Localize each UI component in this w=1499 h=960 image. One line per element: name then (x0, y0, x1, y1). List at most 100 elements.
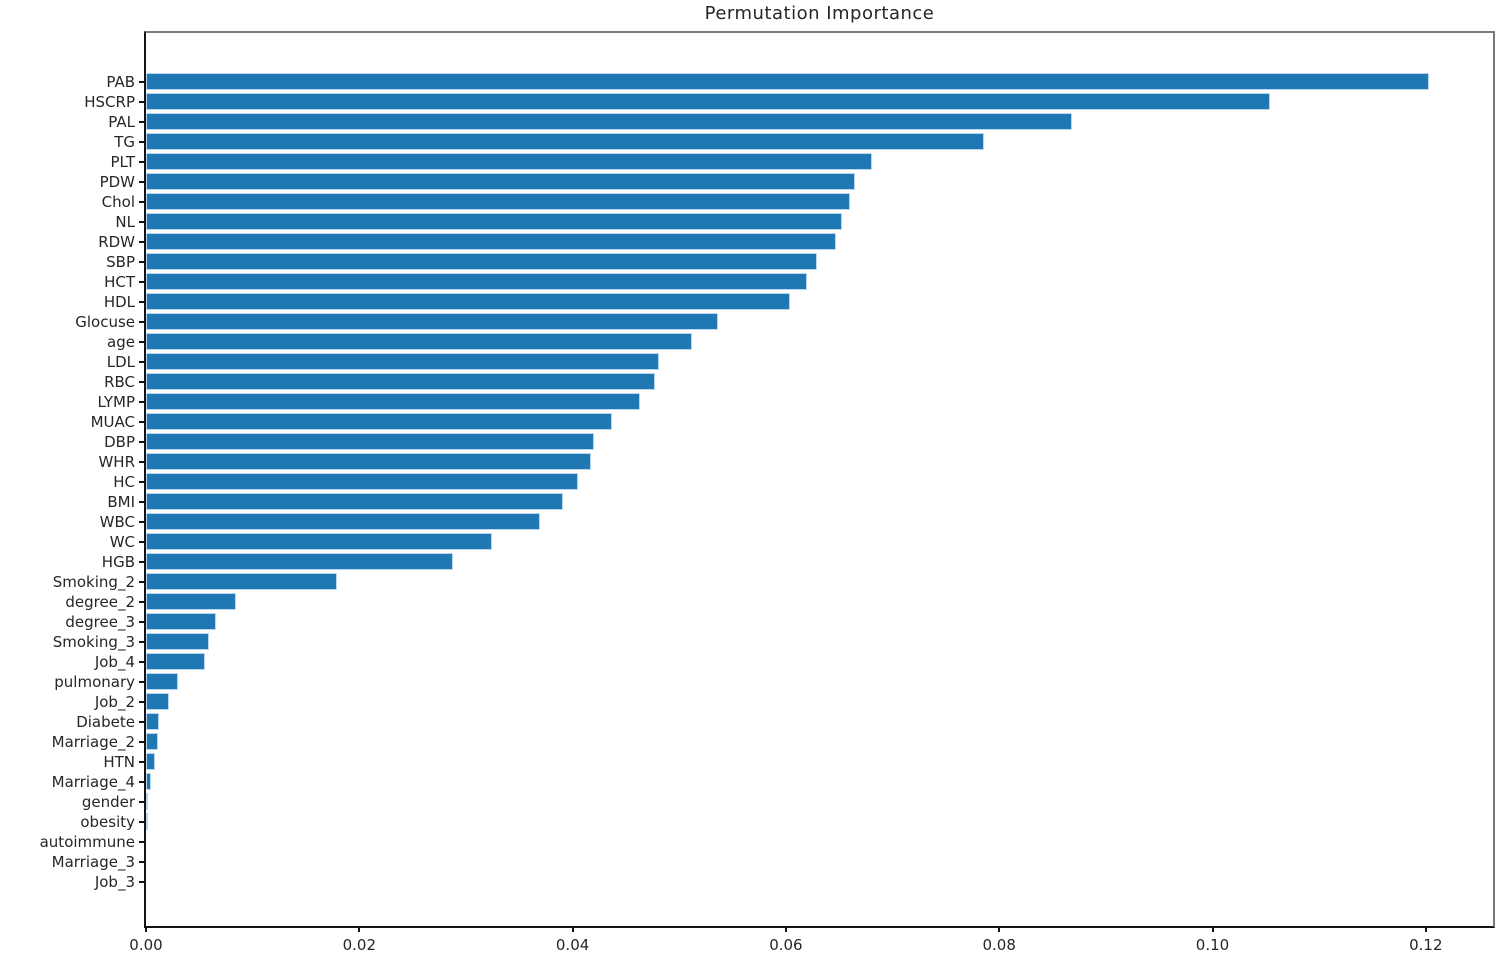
y-tick-label: Marriage_4 (51, 772, 135, 791)
y-tick-mark (139, 820, 146, 823)
y-tick-mark (139, 380, 146, 383)
bar-Job_4 (146, 653, 205, 670)
bar-pulmonary (146, 673, 178, 690)
bar-degree_3 (146, 613, 217, 630)
y-tick-mark (139, 560, 146, 563)
bar-DBP (146, 433, 594, 450)
y-tick-mark (139, 80, 146, 83)
y-tick-label: HGB (101, 552, 135, 571)
bar-SBP (146, 253, 817, 270)
y-tick-mark (139, 220, 146, 223)
x-tick-mark (358, 926, 361, 932)
bar-WC (146, 533, 492, 550)
y-tick-mark (139, 480, 146, 483)
y-tick-label: WC (109, 532, 135, 551)
y-tick-mark (139, 300, 146, 303)
y-tick-mark (139, 860, 146, 863)
x-tick-mark (571, 926, 574, 932)
y-tick-label: PAB (106, 72, 135, 91)
y-tick-mark (139, 280, 146, 283)
y-tick-mark (139, 420, 146, 423)
y-tick-label: MUAC (90, 412, 135, 431)
y-tick-label: HDL (103, 292, 135, 311)
x-tick-label: 0.02 (342, 936, 376, 954)
y-tick-mark (139, 760, 146, 763)
y-tick-label: Smoking_2 (52, 572, 135, 591)
y-tick-label: HTN (103, 752, 135, 771)
y-tick-label: degree_2 (65, 592, 135, 611)
y-tick-mark (139, 720, 146, 723)
bar-Smoking_2 (146, 573, 337, 590)
bar-PDW (146, 173, 856, 190)
y-tick-mark (139, 620, 146, 623)
bar-RBC (146, 373, 655, 390)
bar-NL (146, 213, 843, 230)
y-tick-label: HC (113, 472, 135, 491)
y-tick-label: WBC (99, 512, 135, 531)
bar-PAB (146, 73, 1429, 90)
y-tick-mark (139, 400, 146, 403)
x-tick-label: 0.04 (555, 936, 590, 954)
bar-HCT (146, 273, 808, 290)
y-tick-mark (139, 520, 146, 523)
y-tick-mark (139, 840, 146, 843)
y-tick-mark (139, 680, 146, 683)
bar-PAL (146, 113, 1072, 130)
y-tick-label: SBP (106, 252, 135, 271)
bar-PLT (146, 153, 873, 170)
x-tick-label: 0.06 (769, 936, 803, 954)
x-tick-label: 0.12 (1409, 936, 1443, 954)
y-tick-mark (139, 100, 146, 103)
y-tick-label: RBC (104, 372, 135, 391)
bar-LYMP (146, 393, 640, 410)
bar-RDW (146, 233, 837, 250)
x-tick-label: 0.00 (129, 936, 163, 954)
y-tick-label: WHR (98, 452, 135, 471)
y-tick-label: TG (114, 132, 135, 151)
y-tick-label: Glocuse (75, 312, 135, 331)
y-tick-mark (139, 540, 146, 543)
bar-age (146, 333, 693, 350)
bar-MUAC (146, 413, 613, 430)
y-tick-label: Marriage_2 (51, 732, 135, 751)
y-tick-label: PLT (110, 152, 136, 171)
y-tick-label: HCT (104, 272, 135, 291)
chart-title: Permutation Importance (704, 3, 935, 24)
x-tick-mark (145, 926, 147, 932)
y-tick-label: Chol (101, 192, 135, 211)
y-tick-mark (139, 460, 146, 463)
y-tick-mark (139, 340, 146, 343)
y-tick-mark (139, 200, 146, 203)
y-tick-label: BMI (107, 492, 135, 511)
bar-Marriage_2 (146, 733, 158, 750)
bar-Smoking_3 (146, 633, 209, 650)
y-tick-mark (139, 320, 146, 323)
y-tick-label: Job_4 (94, 652, 135, 671)
bar-degree_2 (146, 593, 236, 610)
y-tick-mark (139, 140, 146, 143)
y-tick-mark (139, 580, 146, 583)
y-tick-label: age (107, 332, 135, 351)
y-tick-mark (139, 880, 146, 883)
y-tick-label: autoimmune (39, 832, 135, 851)
bar-WHR (146, 453, 591, 470)
y-tick-mark (139, 260, 146, 263)
y-tick-mark (139, 160, 146, 163)
x-tick-label: 0.08 (982, 936, 1016, 954)
x-tick-mark (1211, 926, 1214, 932)
bar-Chol (146, 193, 850, 210)
bar-TG (146, 133, 985, 150)
bar-HTN (146, 753, 155, 770)
bar-Job_2 (146, 693, 170, 710)
y-tick-label: Job_2 (94, 692, 135, 711)
bar-HC (146, 473, 578, 490)
y-tick-mark (139, 440, 146, 443)
x-tick-mark (784, 926, 787, 932)
y-tick-mark (139, 640, 146, 643)
x-tick-mark (998, 926, 1001, 932)
bar-HSCRP (146, 93, 1271, 110)
y-tick-label: PDW (99, 172, 135, 191)
y-tick-mark (139, 660, 146, 663)
y-tick-label: RDW (98, 232, 135, 251)
bar-BMI (146, 493, 563, 510)
